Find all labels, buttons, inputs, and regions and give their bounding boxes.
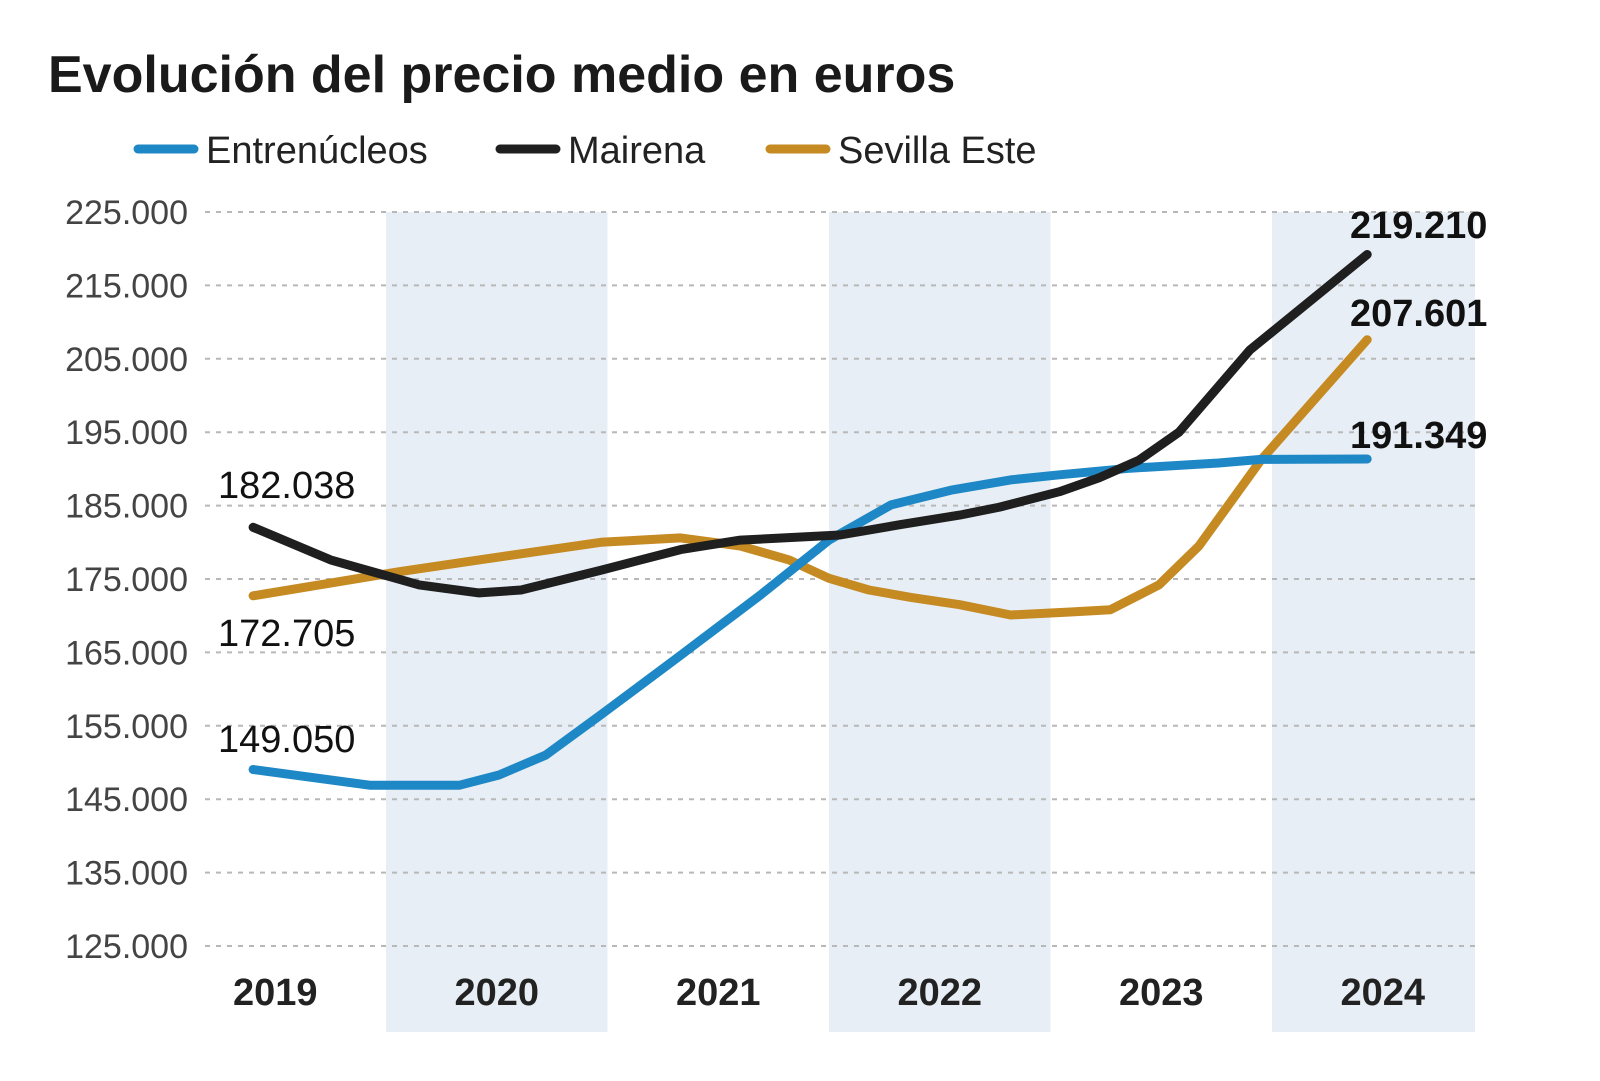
end-value-label: 191.349 bbox=[1350, 415, 1487, 457]
x-tick-label: 2021 bbox=[676, 972, 761, 1014]
series-line-sevilla-este bbox=[248, 335, 1372, 620]
legend-label: Entrenúcleos bbox=[206, 130, 428, 172]
y-tick-label: 165.000 bbox=[65, 634, 188, 672]
start-value-label: 172.705 bbox=[218, 613, 355, 655]
x-tick-label: 2023 bbox=[1119, 972, 1204, 1014]
y-tick-label: 175.000 bbox=[65, 561, 188, 599]
legend-label: Sevilla Este bbox=[838, 130, 1037, 172]
y-tick-label: 125.000 bbox=[65, 928, 188, 966]
year-bands bbox=[386, 212, 1475, 1032]
y-tick-label: 205.000 bbox=[65, 341, 188, 379]
x-tick-label: 2024 bbox=[1340, 972, 1425, 1014]
series-lines bbox=[248, 250, 1372, 790]
y-tick-label: 195.000 bbox=[65, 414, 188, 452]
legend-label: Mairena bbox=[568, 130, 706, 172]
y-tick-label: 155.000 bbox=[65, 708, 188, 746]
year-band-2024 bbox=[1272, 212, 1475, 1032]
y-tick-label: 135.000 bbox=[65, 855, 188, 893]
y-axis: 225.000 215.000 205.000 195.000 185.000 175.0… bbox=[65, 194, 188, 966]
x-axis: 2019 2020 2021 2022 2023 2024 bbox=[233, 972, 1425, 1014]
chart-title: Evolución del precio medio en euros bbox=[48, 46, 955, 104]
end-value-label: 219.210 bbox=[1350, 205, 1487, 247]
x-tick-label: 2020 bbox=[454, 972, 539, 1014]
end-value-label: 207.601 bbox=[1350, 293, 1487, 335]
y-tick-label: 225.000 bbox=[65, 194, 188, 232]
legend: Entrenúcleos Mairena Sevilla Este bbox=[133, 130, 1037, 172]
x-tick-label: 2019 bbox=[233, 972, 318, 1014]
x-tick-label: 2022 bbox=[897, 972, 982, 1014]
start-value-label: 149.050 bbox=[218, 719, 355, 761]
y-tick-label: 145.000 bbox=[65, 781, 188, 819]
gridlines bbox=[205, 211, 1475, 947]
series-line-mairena bbox=[248, 250, 1372, 598]
y-tick-label: 215.000 bbox=[65, 267, 188, 305]
start-value-label: 182.038 bbox=[218, 465, 355, 507]
y-tick-label: 185.000 bbox=[65, 488, 188, 526]
year-band-2022 bbox=[829, 212, 1051, 1032]
series-line-entrenúcleos bbox=[248, 454, 1372, 790]
data-labels: 149.050 191.349 182.038 219.210 172.705 207.6… bbox=[218, 205, 1487, 761]
year-band-2020 bbox=[386, 212, 608, 1032]
